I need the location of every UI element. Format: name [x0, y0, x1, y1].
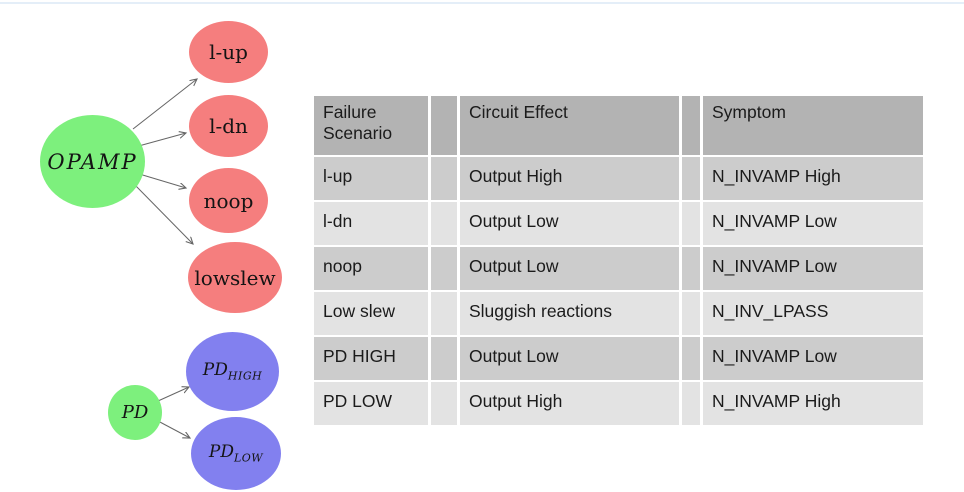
pd-high-subscript: HIGH — [227, 369, 263, 383]
cell-spacer — [682, 382, 700, 425]
edge-opamp-l-up — [132, 79, 197, 130]
failure-scenario-table: Failure Scenario Circuit Effect Symptom … — [311, 94, 926, 427]
pd-low-base: PD — [208, 442, 234, 463]
node-opamp: OPAMP — [40, 115, 145, 208]
cell-symptom: N_INVAMP Low — [703, 202, 923, 245]
node-lowslew-label: lowslew — [194, 265, 276, 290]
node-pd-label: PD — [121, 402, 149, 423]
cell-spacer — [431, 202, 457, 245]
cell-effect: Output Low — [460, 202, 679, 245]
cell-scenario: noop — [314, 247, 428, 290]
table-row: noop Output Low N_INVAMP Low — [314, 247, 923, 290]
edge-opamp-l-dn — [134, 133, 186, 148]
table-row: l-up Output High N_INVAMP High — [314, 157, 923, 200]
node-lowslew: lowslew — [188, 242, 282, 313]
cell-spacer — [431, 247, 457, 290]
table-row: Low slew Sluggish reactions N_INV_LPASS — [314, 292, 923, 335]
cell-effect: Sluggish reactions — [460, 292, 679, 335]
pd-high-base: PD — [202, 360, 228, 381]
header-spacer-1 — [431, 96, 457, 155]
node-opamp-label: OPAMP — [47, 149, 138, 174]
node-pd: PD — [108, 385, 162, 440]
cell-scenario: l-dn — [314, 202, 428, 245]
cell-spacer — [431, 337, 457, 380]
node-pd-low-label: PDLOW — [209, 442, 263, 464]
cell-spacer — [682, 337, 700, 380]
node-noop: noop — [189, 168, 268, 233]
cell-spacer — [682, 157, 700, 200]
table-row: PD HIGH Output Low N_INVAMP Low — [314, 337, 923, 380]
cell-scenario: PD HIGH — [314, 337, 428, 380]
cell-spacer — [682, 292, 700, 335]
cell-effect: Output Low — [460, 247, 679, 290]
node-pd-low: PDLOW — [191, 417, 281, 490]
node-noop-label: noop — [203, 188, 254, 213]
cell-scenario: PD LOW — [314, 382, 428, 425]
edge-opamp-lowslew — [133, 183, 193, 244]
node-pd-high-label: PDHIGH — [203, 360, 262, 382]
cell-spacer — [431, 292, 457, 335]
cell-effect: Output High — [460, 382, 679, 425]
cell-effect: Output Low — [460, 337, 679, 380]
node-l-dn-label: l-dn — [209, 114, 248, 138]
node-pd-high: PDHIGH — [186, 332, 279, 411]
table-row: PD LOW Output High N_INVAMP High — [314, 382, 923, 425]
cell-spacer — [682, 202, 700, 245]
cell-scenario: Low slew — [314, 292, 428, 335]
edge-pd-pd-low — [157, 420, 190, 438]
node-l-dn: l-dn — [189, 95, 268, 157]
header-symptom: Symptom — [703, 96, 923, 155]
node-l-up: l-up — [189, 21, 268, 83]
node-l-up-label: l-up — [209, 40, 248, 64]
edge-pd-pd-high — [157, 387, 189, 402]
header-failure-scenario: Failure Scenario — [314, 96, 428, 155]
header-circuit-effect: Circuit Effect — [460, 96, 679, 155]
cell-symptom: N_INVAMP Low — [703, 337, 923, 380]
table-row: l-dn Output Low N_INVAMP Low — [314, 202, 923, 245]
pd-low-subscript: LOW — [233, 451, 264, 465]
cell-spacer — [431, 382, 457, 425]
table-header-row: Failure Scenario Circuit Effect Symptom — [314, 96, 923, 155]
cell-effect: Output High — [460, 157, 679, 200]
edge-opamp-noop — [135, 172, 186, 188]
cell-symptom: N_INV_LPASS — [703, 292, 923, 335]
cell-symptom: N_INVAMP High — [703, 157, 923, 200]
top-accent-strip — [0, 2, 964, 4]
header-spacer-2 — [682, 96, 700, 155]
cell-scenario: l-up — [314, 157, 428, 200]
cell-spacer — [682, 247, 700, 290]
cell-symptom: N_INVAMP Low — [703, 247, 923, 290]
cell-symptom: N_INVAMP High — [703, 382, 923, 425]
cell-spacer — [431, 157, 457, 200]
